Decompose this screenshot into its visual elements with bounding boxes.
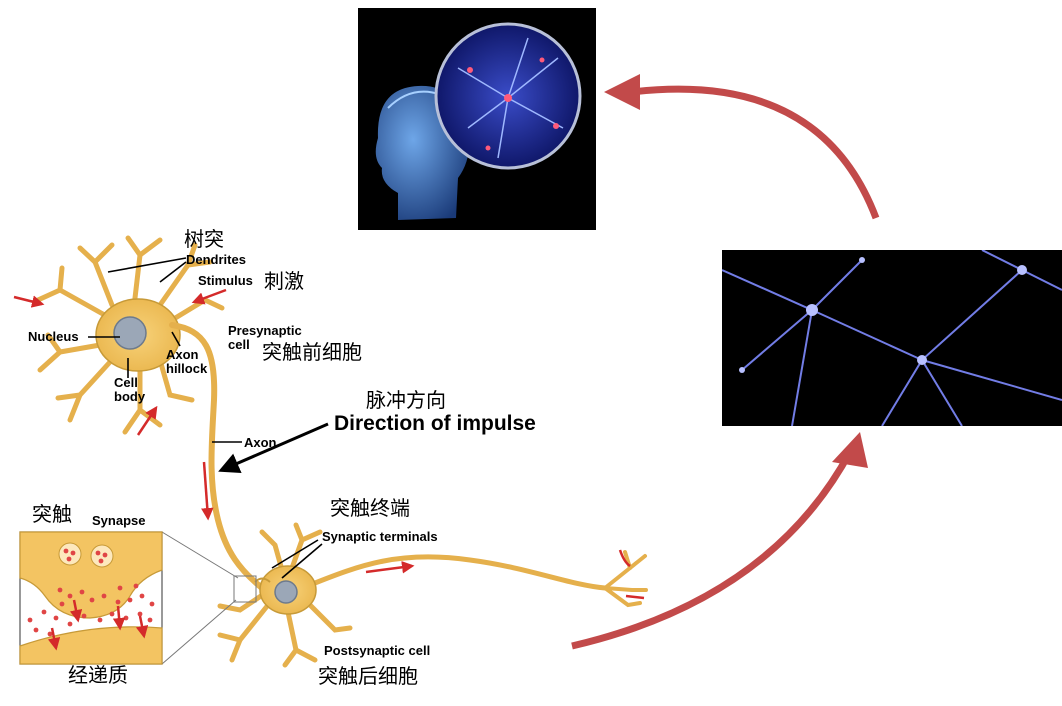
impulse-label-zh: 脉冲方向	[366, 388, 446, 412]
dendrites-label: Dendrites	[186, 252, 246, 267]
postsynaptic-axon-terminals	[603, 550, 648, 608]
cell-body-label-1: Cell	[114, 375, 138, 390]
nucleus-label: Nucleus	[28, 329, 79, 344]
axon-hillock-label-2: hillock	[166, 361, 208, 376]
cycle-arrow-upper-head	[604, 74, 640, 110]
presynaptic-nucleus	[113, 316, 147, 350]
postsynaptic-dendrites	[217, 522, 353, 668]
postsynaptic-axon	[307, 554, 608, 591]
postsynaptic-label: Postsynaptic cell	[324, 643, 431, 658]
neuron-network-photo	[722, 250, 1062, 426]
axon-label: Axon	[244, 435, 277, 450]
cycle-arrow-lower-head	[832, 432, 868, 468]
impulse-arrow	[218, 422, 329, 473]
pointer-lines	[88, 257, 323, 579]
neurotransmitter-label-zh: 经递质	[68, 663, 128, 687]
postsynaptic-nucleus	[274, 580, 298, 604]
synapse-label: Synapse	[92, 513, 146, 528]
terminals-label-zh: 突触终端	[330, 496, 410, 520]
presynaptic-label-1: Presynaptic	[228, 323, 302, 338]
impulse-label: Direction of impulse	[334, 412, 536, 435]
terminals-label: Synaptic terminals	[322, 529, 438, 544]
stimulus-label-zh: 刺激	[264, 269, 304, 293]
cycle-arrow-upper	[631, 85, 880, 220]
stimulus-label: Stimulus	[198, 273, 253, 288]
presynaptic-label-zh: 突触前细胞	[262, 340, 362, 364]
synapse-inset	[19, 531, 257, 665]
synapse-label-zh: 突触	[32, 502, 72, 526]
dendrites-label-zh: 树突	[184, 227, 224, 251]
cycle-arrow-lower	[571, 450, 854, 650]
cell-body-label-2: body	[114, 389, 146, 404]
brain-neurons-photo	[358, 8, 596, 230]
axon	[169, 322, 265, 591]
postsynaptic-label-zh: 突触后细胞	[318, 664, 418, 688]
signal-arrows	[13, 288, 645, 600]
presynaptic-label-2: cell	[228, 337, 250, 352]
axon-hillock-label-1: Axon	[166, 347, 199, 362]
